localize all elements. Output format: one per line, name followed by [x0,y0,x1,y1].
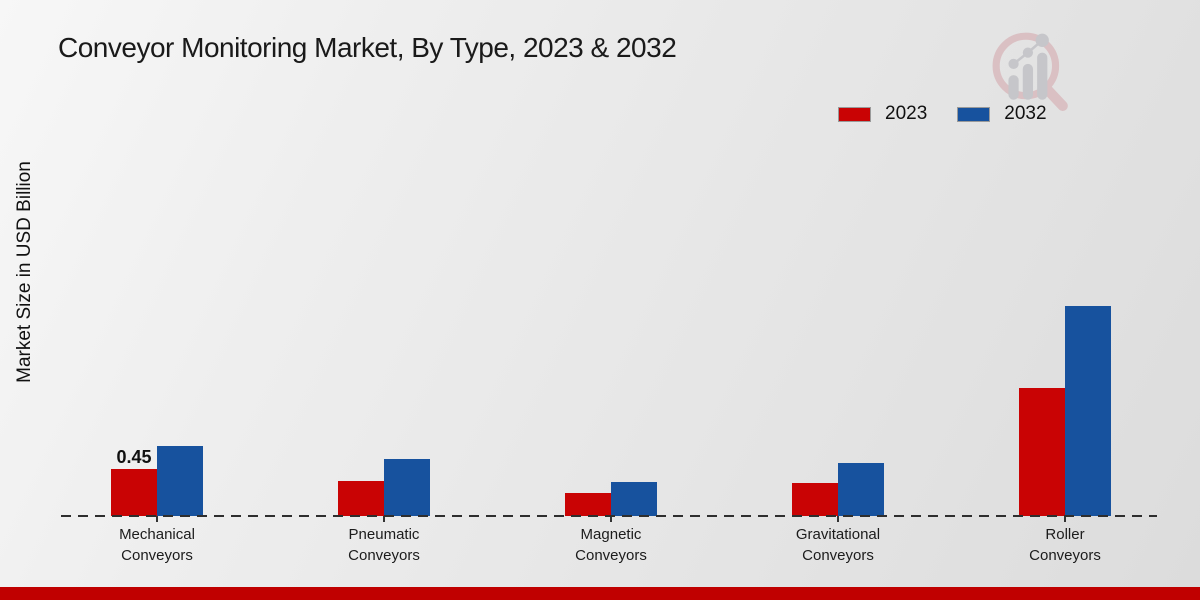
legend-label-2023: 2023 [885,103,928,124]
x-axis-tick [156,516,158,522]
x-axis-tick [610,516,612,522]
legend-swatch-2032 [957,106,991,122]
legend-item-2023: 2023 [838,103,927,125]
category-label-magnetic-conveyors: Magnetic Conveyors [575,526,647,564]
bar-2023-roller-conveyors [1019,388,1065,516]
chart-title: Conveyor Monitoring Market, By Type, 202… [58,32,677,63]
bar-2032-magnetic-conveyors [611,482,657,516]
category-label-mechanical-conveyors: Mechanical Conveyors [119,526,195,564]
bar-2032-gravitational-conveyors [838,463,884,516]
category-label-roller-conveyors: Roller Conveyors [1029,526,1101,564]
legend-item-2032: 2032 [957,103,1047,125]
bar-2032-pneumatic-conveyors [384,459,430,516]
category-label-gravitational-conveyors: Gravitational Conveyors [795,526,881,564]
legend: 2023 2032 [838,103,1047,125]
magnifier-bar-chart-logo-icon [992,32,1068,111]
bar-2023-gravitational-conveyors [792,483,838,516]
x-axis-tick [837,516,839,522]
bar-2023-mechanical-conveyors [111,469,157,516]
bar-2023-magnetic-conveyors [565,493,611,516]
bar-2023-pneumatic-conveyors [338,481,384,516]
legend-swatch-2023 [838,106,871,122]
legend-label-2032: 2032 [1004,103,1047,124]
x-axis-tick [1064,516,1066,522]
x-axis-tick [383,516,385,522]
bottom-accent-stripe [0,587,1200,600]
bar-value-label: 0.45 [116,447,152,467]
bar-2032-mechanical-conveyors [157,446,203,516]
category-label-pneumatic-conveyors: Pneumatic Conveyors [348,526,420,564]
bar-2032-roller-conveyors [1065,306,1111,516]
